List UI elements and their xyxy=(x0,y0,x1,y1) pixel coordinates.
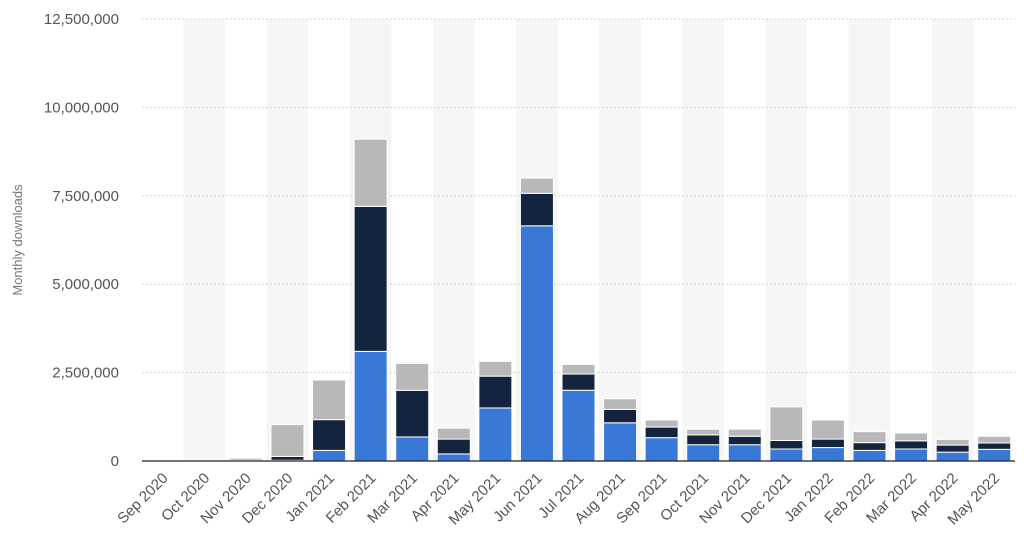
bar-segment xyxy=(436,438,471,455)
bar-segment xyxy=(977,435,1012,444)
y-tick-label: 5,000,000 xyxy=(52,276,119,293)
y-axis-title: Monthly downloads xyxy=(10,184,25,296)
bar-segment xyxy=(894,440,929,450)
y-tick-label: 10,000,000 xyxy=(44,99,119,116)
bar-segment xyxy=(769,448,804,462)
bar-segment xyxy=(395,389,430,438)
bar-segment xyxy=(270,455,305,461)
bar-segment xyxy=(644,437,679,462)
column-band xyxy=(765,19,808,461)
column-band xyxy=(183,19,226,461)
bar-segment xyxy=(436,453,471,462)
bar-segment xyxy=(769,439,804,450)
column-band xyxy=(433,19,475,461)
bar-segment xyxy=(977,448,1012,462)
bar-segment xyxy=(852,449,887,462)
column-band xyxy=(266,19,309,461)
bar-segment xyxy=(561,389,596,462)
y-tick-label: 12,500,000 xyxy=(44,11,119,28)
y-tick-label: 0 xyxy=(111,453,119,470)
bar-segment xyxy=(270,424,305,457)
bar-segment xyxy=(935,444,970,453)
bar-segment xyxy=(852,431,887,444)
bar-segment xyxy=(519,177,554,194)
bar-segment xyxy=(603,422,638,462)
bar-segment xyxy=(810,438,845,449)
bar-segment xyxy=(312,419,347,451)
bar-segment xyxy=(353,350,388,462)
bar-segment xyxy=(977,442,1012,450)
bar-segment xyxy=(644,426,679,439)
bar-segment xyxy=(561,363,596,375)
bar-segment xyxy=(519,192,554,227)
bar-segment xyxy=(935,438,970,446)
bar-segment xyxy=(894,448,929,462)
bar-segment xyxy=(395,362,430,391)
column-band xyxy=(682,19,724,461)
bar-segment xyxy=(686,428,721,436)
bar-segment xyxy=(519,225,554,462)
bar-segment xyxy=(686,434,721,446)
bar-segment xyxy=(312,379,347,421)
bar-segment xyxy=(935,451,970,462)
bar-segment xyxy=(894,432,929,442)
bars xyxy=(187,138,1012,462)
column-band xyxy=(931,19,974,461)
bar-segment xyxy=(395,436,430,462)
bar-segment xyxy=(478,360,513,377)
bar-segment xyxy=(769,406,804,441)
bar-segment xyxy=(478,407,513,462)
column-band xyxy=(848,19,891,461)
bar-segment xyxy=(686,444,721,462)
bar-segment xyxy=(478,375,513,409)
y-tick-label: 7,500,000 xyxy=(52,188,119,205)
bar-segment xyxy=(727,444,762,462)
bar-segment xyxy=(228,457,263,461)
bar-segment xyxy=(561,373,596,391)
bar-segment xyxy=(603,408,638,424)
bar-segment xyxy=(353,205,388,352)
bar-segment xyxy=(852,442,887,451)
bar-segment xyxy=(644,419,679,428)
bar-segment xyxy=(727,428,762,437)
bar-segment xyxy=(353,138,388,207)
bar-segment xyxy=(810,419,845,440)
bar-segment xyxy=(727,435,762,446)
bar-segment xyxy=(312,449,347,462)
bar-segment xyxy=(810,447,845,462)
bar-segment xyxy=(436,427,471,440)
bar-segment xyxy=(603,398,638,410)
y-axis-ticks: 0 2,500,000 5,000,000 7,500,000 10,000,000 12… xyxy=(44,11,119,470)
y-tick-label: 2,500,000 xyxy=(52,365,119,382)
column-band xyxy=(599,19,641,461)
